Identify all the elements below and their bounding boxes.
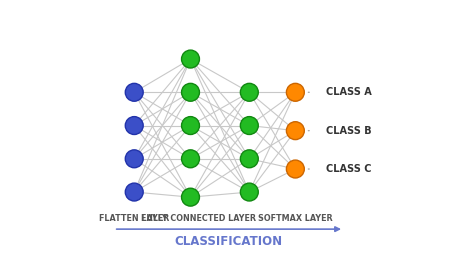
Text: CLASS C: CLASS C bbox=[326, 164, 372, 174]
Circle shape bbox=[286, 122, 304, 140]
Text: FLATTEN LAYER: FLATTEN LAYER bbox=[99, 214, 169, 223]
Circle shape bbox=[240, 183, 258, 201]
Text: FULLY CONNECTED LAYER: FULLY CONNECTED LAYER bbox=[141, 214, 255, 223]
Circle shape bbox=[240, 117, 258, 134]
Text: CLASSIFICATION: CLASSIFICATION bbox=[175, 235, 283, 248]
Circle shape bbox=[240, 83, 258, 101]
Text: CLASS B: CLASS B bbox=[326, 126, 372, 136]
Text: CLASS A: CLASS A bbox=[326, 87, 372, 97]
Circle shape bbox=[240, 150, 258, 168]
Circle shape bbox=[182, 150, 200, 168]
Circle shape bbox=[125, 150, 143, 168]
Circle shape bbox=[182, 188, 200, 206]
Circle shape bbox=[182, 117, 200, 134]
Circle shape bbox=[286, 160, 304, 178]
Circle shape bbox=[125, 83, 143, 101]
Circle shape bbox=[286, 83, 304, 101]
Text: SOFTMAX LAYER: SOFTMAX LAYER bbox=[258, 214, 333, 223]
Circle shape bbox=[125, 117, 143, 134]
Circle shape bbox=[125, 183, 143, 201]
Circle shape bbox=[182, 50, 200, 68]
Circle shape bbox=[182, 83, 200, 101]
